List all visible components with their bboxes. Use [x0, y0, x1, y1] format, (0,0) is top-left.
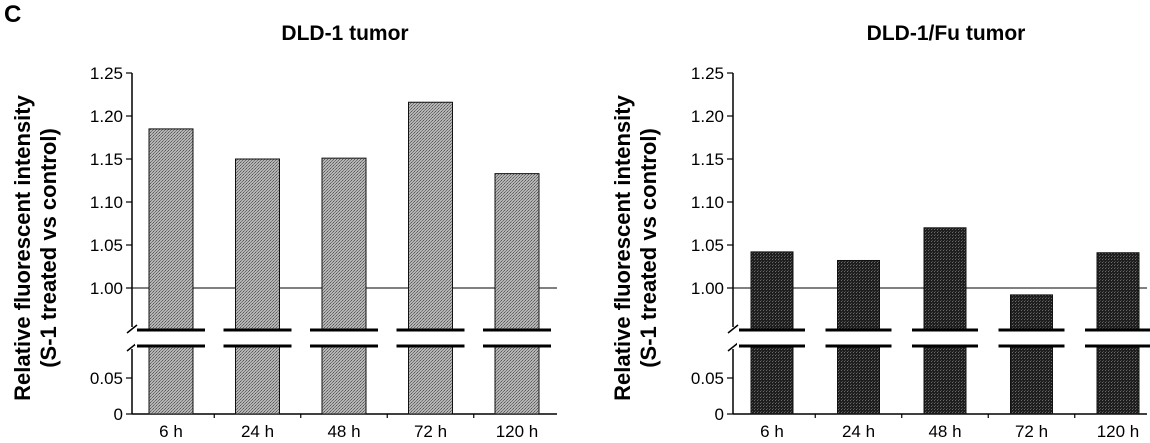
y-tick-label: 1.20	[691, 107, 724, 126]
y-axis-label-left-line-1: Relative fluorescent intensity	[10, 94, 35, 400]
y-tick-label: 1.25	[691, 64, 724, 83]
axis-break-mark	[727, 324, 739, 334]
bar-break-gap	[910, 331, 980, 345]
bar-break-gap	[394, 331, 467, 345]
bar-break-gap	[308, 331, 380, 345]
bar-break-gap	[1083, 331, 1150, 345]
bar-break-gap	[481, 331, 553, 345]
x-tick-label: 120 h	[1097, 422, 1140, 441]
bar	[494, 173, 540, 415]
bar-break-gap	[996, 331, 1067, 345]
x-tick-label: 24 h	[842, 422, 875, 441]
chart-panel-dld1: DLD-1 tumor 1.00 1.05 1.10 1.15 1.20 1.25 0 0.05…	[90, 22, 557, 441]
bar	[235, 158, 280, 415]
y-tick-label: 0.05	[691, 369, 724, 388]
bar-break-gap	[823, 331, 894, 345]
y-tick-label: 0.05	[90, 369, 123, 388]
bar	[321, 157, 367, 415]
y-axis-label-right-line-2: (S-1 treated vs control)	[636, 128, 661, 368]
bar-break-gap	[135, 331, 207, 345]
x-tick-label: 6 h	[760, 422, 784, 441]
y-axis-label-right-line-1: Relative fluorescent intensity	[610, 94, 635, 400]
y-tick-label: 1.00	[90, 279, 123, 298]
x-tick-label: 48 h	[327, 422, 360, 441]
y-tick-label: 1.10	[691, 193, 724, 212]
chart-title: DLD-1/Fu tumor	[867, 22, 1026, 45]
x-tick-label: 6 h	[159, 422, 183, 441]
axis-break-mark	[126, 324, 138, 334]
panel-label: C	[4, 1, 21, 28]
bar	[1010, 294, 1053, 415]
y-axis-label-left-line-2: (S-1 treated vs control)	[36, 128, 61, 368]
x-tick-label: 24 h	[241, 422, 274, 441]
bar-break-gap	[221, 331, 294, 345]
y-tick-label: 1.25	[90, 64, 123, 83]
x-tick-label: 120 h	[496, 422, 539, 441]
x-tick-label: 48 h	[928, 422, 961, 441]
y-tick-label: 0	[715, 405, 724, 424]
y-tick-label: 1.20	[90, 107, 123, 126]
x-tick-label: 72 h	[1015, 422, 1048, 441]
axis-break-mark	[727, 342, 739, 352]
y-tick-label: 1.15	[90, 150, 123, 169]
chart-title: DLD-1 tumor	[281, 22, 408, 45]
bar-break-gap	[737, 331, 807, 345]
y-tick-label: 0	[114, 405, 123, 424]
bar	[408, 101, 453, 415]
x-tick-label: 72 h	[414, 422, 447, 441]
y-tick-label: 1.05	[90, 236, 123, 255]
bar	[148, 128, 194, 415]
y-tick-label: 1.00	[691, 279, 724, 298]
bar	[923, 227, 967, 415]
y-tick-label: 1.05	[691, 236, 724, 255]
chart-panel-dld1-fu: DLD-1/Fu tumor 1.00 1.05 1.10 1.15 1.20 1.25 0 0…	[691, 22, 1150, 441]
y-tick-label: 1.10	[90, 193, 123, 212]
y-tick-label: 1.15	[691, 150, 724, 169]
